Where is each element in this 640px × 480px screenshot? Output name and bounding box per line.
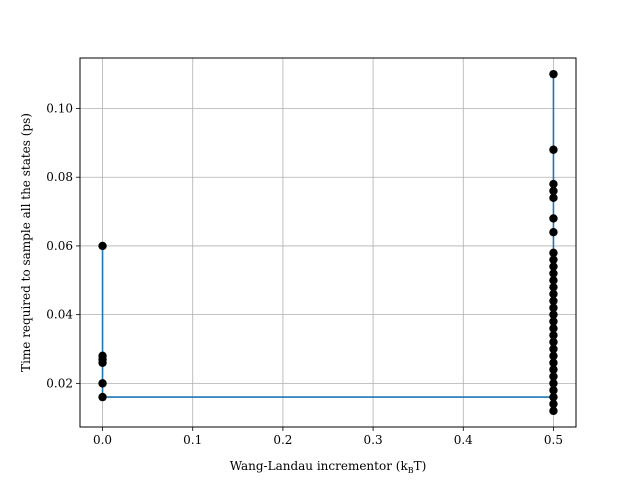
y-tick-label: 0.06 <box>46 239 73 253</box>
scatter-point <box>549 406 558 416</box>
x-tick-label: 0.1 <box>183 433 202 447</box>
x-tick-label: 0.5 <box>544 433 563 447</box>
y-tick-label: 0.10 <box>46 102 73 116</box>
scatter-point <box>549 310 558 319</box>
series-line-layer <box>101 74 555 411</box>
scatter-point <box>98 392 107 402</box>
y-axis-ticks: 0.02 0.04 0.06 0.08 0.10 <box>46 102 80 390</box>
y-axis-label: Time required to sample all the states (… <box>19 113 33 372</box>
x-tick-label: 0.3 <box>364 433 383 447</box>
scatter-point <box>98 379 107 388</box>
scatter-point <box>549 351 558 361</box>
scatter-point <box>549 276 558 285</box>
scatter-point <box>549 365 558 374</box>
scatter-point <box>549 303 558 312</box>
x-axis-label-main: Wang-Landau incrementor (k <box>230 459 409 473</box>
y-tick-label: 0.08 <box>46 170 73 184</box>
x-axis-label: Wang-Landau incrementor (kBT) <box>230 459 427 475</box>
scatter-point <box>549 324 558 333</box>
scatter-point <box>549 145 558 154</box>
scatter-point <box>549 282 558 292</box>
y-tick-label: 0.04 <box>46 308 73 322</box>
scatter-point <box>549 372 558 381</box>
scatter-point <box>549 69 558 79</box>
scatter-point <box>549 386 558 395</box>
scatter-point <box>549 331 558 340</box>
x-tick-label: 0.4 <box>454 433 473 447</box>
scatter-point <box>549 248 558 258</box>
scatter-point <box>549 186 558 196</box>
scatter-point <box>549 344 558 354</box>
series-line <box>101 74 555 411</box>
scatter-point <box>549 269 558 278</box>
scatter-point <box>549 379 558 388</box>
plot-frame <box>79 57 577 428</box>
x-tick-label: 0.0 <box>93 433 112 447</box>
scatter-point <box>98 241 107 251</box>
scatter-point <box>549 255 558 264</box>
x-axis-ticks: 0.0 0.1 0.2 0.3 0.4 0.5 <box>93 427 563 447</box>
scatter-point <box>549 227 558 237</box>
x-tick-label: 0.2 <box>273 433 292 447</box>
scatter-point <box>549 399 558 409</box>
scatter-point <box>549 392 558 402</box>
scatter-point <box>549 262 558 271</box>
scatter-point <box>549 214 558 223</box>
scatter-point <box>549 289 558 299</box>
x-axis-label-tail: T) <box>414 459 427 473</box>
grid <box>80 58 576 427</box>
scatter-point <box>549 296 558 306</box>
scatter-points-layer <box>98 69 558 416</box>
x-axis-label-subscript: B <box>408 466 414 475</box>
scatter-point <box>549 358 558 367</box>
scatter-point <box>549 179 558 189</box>
scatter-point <box>549 317 558 326</box>
scatter-point <box>98 358 107 367</box>
scatter-point <box>549 337 558 347</box>
y-tick-label: 0.02 <box>46 376 73 390</box>
scatter-point <box>549 193 558 203</box>
